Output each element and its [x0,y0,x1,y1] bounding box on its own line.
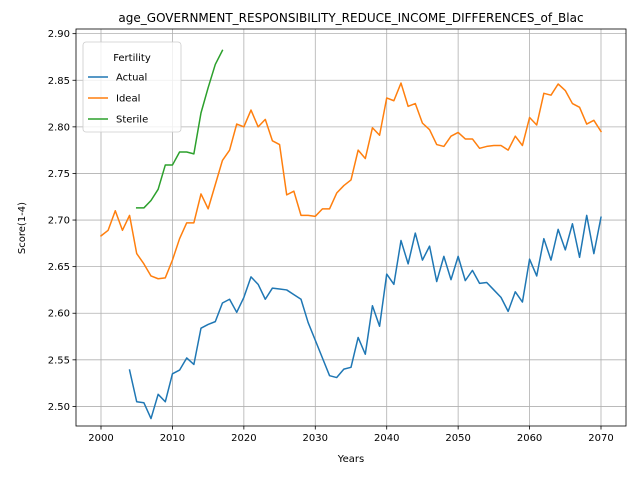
y-tick-label: 2.90 [48,29,70,40]
chart-title: age_GOVERNMENT_RESPONSIBILITY_REDUCE_INC… [118,11,583,25]
x-tick-label: 2070 [588,433,613,444]
x-tick-label: 2000 [88,433,113,444]
y-tick-label: 2.60 [48,309,70,320]
series-line-ideal [99,82,603,280]
legend-title: Fertility [113,53,151,64]
legend-entries: Actual Ideal Sterile [88,73,148,126]
grid [76,29,626,426]
series-line-sterile [135,49,224,209]
y-tick-label: 2.50 [48,402,70,413]
x-tick-label: 2050 [445,433,470,444]
y-tick-label: 2.75 [48,169,70,180]
y-axis-label: Score(1-4) [17,202,28,254]
y-tick-label: 2.80 [48,122,70,133]
x-tick-label: 2020 [231,433,256,444]
y-tick-label: 2.55 [48,355,70,366]
y-tick-label: 2.85 [48,76,70,87]
x-axis-ticks: 2000 2010 2020 2030 2040 2050 2060 2070 [88,426,614,444]
y-axis-ticks: 2.50 2.55 2.60 2.65 2.70 2.75 2.80 2.85 2.90 [48,29,76,413]
legend-label-actual: Actual [116,73,147,84]
series-line-actual [128,214,602,420]
x-tick-label: 2060 [517,433,542,444]
y-tick-label: 2.65 [48,262,70,273]
x-tick-label: 2040 [374,433,399,444]
series-lines [99,49,603,420]
legend-label-ideal: Ideal [116,94,140,105]
y-tick-label: 2.70 [48,216,70,227]
x-axis-label: Years [337,454,364,465]
legend-box [82,41,182,133]
plot-frame [75,28,627,427]
x-tick-label: 2030 [303,433,328,444]
x-tick-label: 2010 [160,433,185,444]
legend-label-sterile: Sterile [116,115,148,126]
legend: Fertility Actual Ideal Sterile [82,41,182,133]
